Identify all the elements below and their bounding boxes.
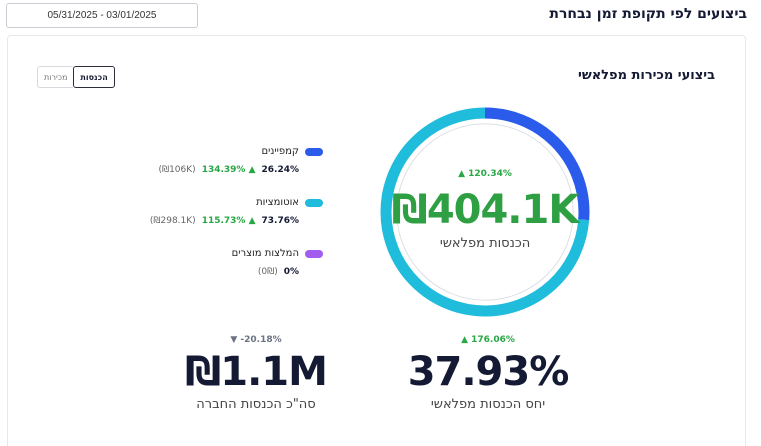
legend-amount: (298.1K₪) xyxy=(149,216,196,226)
center-value: ₪404.1K xyxy=(391,187,580,233)
kpi-total-revenue: ▼ -20.18% ₪1.1M סה"כ הכנסות החברה xyxy=(156,335,356,412)
sales-performance-card: ביצועי מכירות מפלאשי מכירות הכנסות קמפיי… xyxy=(7,35,746,446)
legend-item-campaigns: קמפיינים 26.24% ▲ 134.39% (106K₪) xyxy=(123,146,323,175)
kpi-ratio: ▲ 176.06% 37.93% יחס הכנסות מפלאשי xyxy=(388,335,588,412)
metric-toggle: מכירות הכנסות xyxy=(37,66,115,88)
kpi-label: סה"כ הכנסות החברה xyxy=(196,397,316,412)
kpi-label: יחס הכנסות מפלאשי xyxy=(430,397,546,412)
legend-swatch xyxy=(305,249,323,258)
legend-percent: 26.24% xyxy=(261,165,300,175)
donut-center: ▲ 120.34% ₪404.1K הכנסות מפלאשי xyxy=(378,105,592,319)
toggle-sales[interactable]: מכירות xyxy=(37,66,74,88)
date-range-picker[interactable]: 05/31/2025 - 03/01/2025 xyxy=(6,3,198,28)
legend-label: המלצות מוצרים xyxy=(231,248,299,259)
kpi-value: ₪1.1M xyxy=(185,349,328,395)
legend-swatch xyxy=(305,198,323,207)
legend-swatch xyxy=(305,147,323,156)
legend-item-automations: אוטומציות 73.76% ▲ 115.73% (298.1K₪) xyxy=(123,197,323,226)
kpi-change: ▼ -20.18% xyxy=(230,335,282,345)
toggle-revenue[interactable]: הכנסות xyxy=(73,66,115,88)
legend-change: ▲ 115.73% xyxy=(201,216,256,226)
kpi-change: ▲ 176.06% xyxy=(461,335,515,345)
legend-percent: 0% xyxy=(283,267,299,277)
legend-amount: (0₪) xyxy=(257,267,278,277)
card-title: ביצועי מכירות מפלאשי xyxy=(578,68,715,83)
legend-change: ▲ 134.39% xyxy=(201,165,256,175)
donut-segment xyxy=(380,107,590,317)
donut-inner-border xyxy=(396,123,574,301)
legend-item-recommendations: המלצות מוצרים 0% (0₪) xyxy=(123,248,323,277)
center-label: הכנסות מפלאשי xyxy=(439,236,531,251)
legend-percent: 73.76% xyxy=(261,216,300,226)
kpi-value: 37.93% xyxy=(407,349,570,395)
revenue-donut-chart xyxy=(380,107,590,317)
legend-amount: (106K₪) xyxy=(158,165,196,175)
center-change: ▲ 120.34% xyxy=(458,169,512,179)
legend-label: קמפיינים xyxy=(261,146,299,157)
legend-label: אוטומציות xyxy=(256,197,299,208)
section-title: ביצועים לפי תקופת זמן נבחרת xyxy=(549,6,747,22)
